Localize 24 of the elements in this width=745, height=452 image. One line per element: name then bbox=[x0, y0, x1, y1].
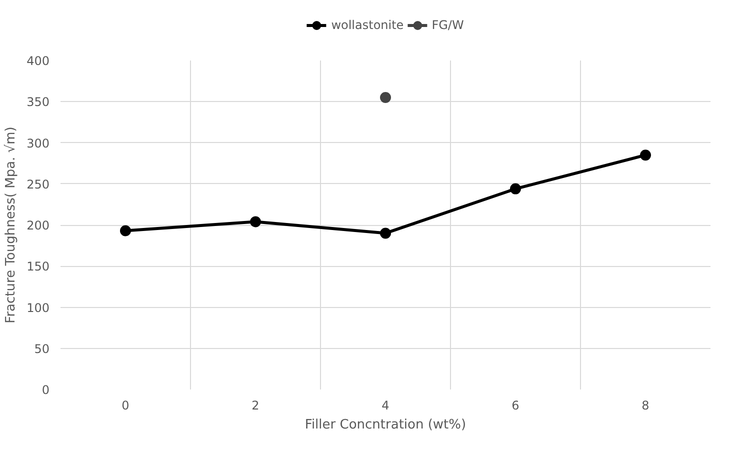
x-tick-label: 8 bbox=[642, 398, 650, 412]
y-tick-label: 50 bbox=[34, 342, 50, 356]
x-tick-label: 0 bbox=[122, 398, 130, 412]
point bbox=[510, 183, 521, 194]
x-axis-title: Filler Concntration (wt%) bbox=[304, 418, 466, 432]
x-tick-label: 6 bbox=[512, 398, 520, 412]
y-tick-label: 150 bbox=[26, 260, 50, 274]
y-tick-label: 250 bbox=[26, 177, 50, 192]
y-tick-label: 0 bbox=[42, 383, 50, 397]
point bbox=[250, 216, 261, 228]
y-tick-label: 200 bbox=[26, 218, 50, 232]
y-tick-label: 400 bbox=[26, 54, 50, 68]
point bbox=[380, 92, 391, 104]
y-axis-title: Fracture Toughness( Mpa. √m) bbox=[4, 126, 19, 324]
x-tick-label: 4 bbox=[382, 398, 390, 412]
legend-label: wollastonite bbox=[331, 18, 404, 32]
point bbox=[640, 150, 651, 161]
point bbox=[380, 228, 391, 239]
legend-label: FG/W bbox=[432, 18, 464, 32]
y-tick-label: 350 bbox=[26, 95, 50, 110]
y-tick-label: 100 bbox=[26, 300, 50, 315]
point bbox=[120, 225, 131, 236]
y-tick-label: 300 bbox=[26, 136, 50, 150]
x-tick-label: 2 bbox=[252, 398, 260, 412]
